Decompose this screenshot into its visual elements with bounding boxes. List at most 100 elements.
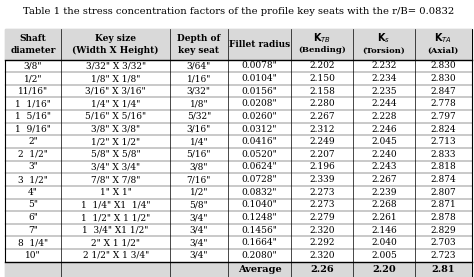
Text: 0.0520": 0.0520" (242, 150, 277, 159)
Text: 2.81: 2.81 (431, 265, 455, 274)
Text: 5/8" X 5/8": 5/8" X 5/8" (91, 150, 140, 159)
Bar (5, 29, 472, 277)
Text: Key size: Key size (95, 34, 136, 43)
Text: 1  5/16": 1 5/16" (15, 112, 51, 121)
Text: 2  1/2": 2 1/2" (18, 150, 48, 159)
Text: 2 1/2" X 1 3/4": 2 1/2" X 1 3/4" (82, 251, 149, 260)
Text: 0.1040": 0.1040" (242, 200, 277, 209)
Text: 2": 2" (28, 137, 38, 146)
Text: 3": 3" (28, 163, 38, 171)
Text: 2.320: 2.320 (309, 251, 335, 260)
Text: 2.005: 2.005 (371, 251, 397, 260)
Text: 4": 4" (28, 188, 38, 197)
Text: 1/4": 1/4" (190, 137, 208, 146)
Text: 2.273: 2.273 (309, 188, 335, 197)
Text: 2.713: 2.713 (430, 137, 456, 146)
Text: Fillet radius: Fillet radius (229, 40, 290, 49)
Text: 0.2080": 0.2080" (242, 251, 277, 260)
Text: 2.292: 2.292 (309, 238, 335, 247)
Text: 2.871: 2.871 (430, 200, 456, 209)
Text: 2.261: 2.261 (371, 213, 397, 222)
Text: 5": 5" (28, 200, 38, 209)
Text: 1/8": 1/8" (190, 99, 208, 108)
Text: 0.1248": 0.1248" (242, 213, 277, 222)
Text: 0.1456": 0.1456" (242, 226, 277, 235)
Text: 3/32" X 3/32": 3/32" X 3/32" (86, 61, 146, 70)
Text: 0.0078": 0.0078" (242, 61, 277, 70)
Text: 2.830: 2.830 (430, 74, 456, 83)
Text: 1/16": 1/16" (187, 74, 211, 83)
Text: 2.207: 2.207 (309, 150, 335, 159)
Text: 0.0104": 0.0104" (242, 74, 277, 83)
Text: 0.1664": 0.1664" (242, 238, 277, 247)
Text: 2.234: 2.234 (371, 74, 397, 83)
Text: 2.829: 2.829 (430, 226, 456, 235)
Text: 3/8": 3/8" (24, 61, 42, 70)
Text: 2.239: 2.239 (371, 188, 397, 197)
Text: 3/4": 3/4" (190, 213, 208, 222)
Text: 2.244: 2.244 (371, 99, 397, 108)
Text: 2.279: 2.279 (309, 213, 335, 222)
Text: 2.228: 2.228 (371, 112, 397, 121)
Bar (5, 262, 472, 277)
Text: 2.273: 2.273 (309, 200, 335, 209)
Text: 3/4": 3/4" (190, 238, 208, 247)
Text: 2.339: 2.339 (309, 175, 335, 184)
Text: 3/8" X 3/8": 3/8" X 3/8" (91, 125, 140, 134)
Text: 7": 7" (28, 226, 38, 235)
Text: (Width X Height): (Width X Height) (73, 46, 159, 55)
Text: $\mathbf{K}_{s}$: $\mathbf{K}_{s}$ (377, 31, 391, 45)
Text: 2.818: 2.818 (430, 163, 456, 171)
Text: 1/8" X 1/8": 1/8" X 1/8" (91, 74, 140, 83)
Text: 3/16": 3/16" (187, 125, 211, 134)
Text: $\mathbf{K}_{TA}$: $\mathbf{K}_{TA}$ (434, 31, 452, 45)
Text: 1" X 1": 1" X 1" (100, 188, 132, 197)
Text: 8  1/4": 8 1/4" (18, 238, 48, 247)
Text: (Torsion): (Torsion) (363, 47, 405, 54)
Text: 2.20: 2.20 (372, 265, 396, 274)
Text: 2.267: 2.267 (309, 112, 335, 121)
Text: 0.0728": 0.0728" (242, 175, 277, 184)
Text: 2.150: 2.150 (309, 74, 335, 83)
Text: 2.320: 2.320 (309, 226, 335, 235)
Text: 2.807: 2.807 (430, 188, 456, 197)
Text: 3/8": 3/8" (190, 163, 208, 171)
Text: Shaft: Shaft (20, 34, 46, 43)
Text: 2.778: 2.778 (430, 99, 456, 108)
Text: 3/16" X 3/16": 3/16" X 3/16" (85, 87, 146, 96)
Text: key seat: key seat (178, 46, 219, 55)
Text: 0.0208": 0.0208" (242, 99, 277, 108)
Text: 2.246: 2.246 (371, 125, 397, 134)
Text: 6": 6" (28, 213, 38, 222)
Text: 7/16": 7/16" (187, 175, 211, 184)
Text: 2.249: 2.249 (309, 137, 335, 146)
Text: 0.0832": 0.0832" (242, 188, 277, 197)
Text: 0.0416": 0.0416" (242, 137, 277, 146)
Text: 2.878: 2.878 (430, 213, 456, 222)
Text: 1/2": 1/2" (190, 188, 208, 197)
Text: 0.0624": 0.0624" (242, 163, 277, 171)
Text: 7/8" X 7/8": 7/8" X 7/8" (91, 175, 140, 184)
Text: 2.240: 2.240 (371, 150, 397, 159)
Text: 0.0156": 0.0156" (242, 87, 277, 96)
Text: 2.833: 2.833 (430, 150, 456, 159)
Text: 5/8": 5/8" (190, 200, 208, 209)
Text: 2.312: 2.312 (309, 125, 335, 134)
Text: 3/4" X 3/4": 3/4" X 3/4" (91, 163, 140, 171)
Text: Depth of: Depth of (177, 34, 220, 43)
Text: 2.040: 2.040 (371, 238, 397, 247)
Text: (Axial): (Axial) (428, 47, 459, 54)
Text: 11/16": 11/16" (18, 87, 48, 96)
Text: 2" X 1 1/2": 2" X 1 1/2" (91, 238, 140, 247)
Text: 3/32": 3/32" (187, 87, 211, 96)
Text: 3/4": 3/4" (190, 251, 208, 260)
Text: 3/4": 3/4" (190, 226, 208, 235)
Text: 0.0260": 0.0260" (242, 112, 277, 121)
Text: $\mathbf{K}_{TB}$: $\mathbf{K}_{TB}$ (313, 31, 331, 45)
Text: 3/64": 3/64" (187, 61, 211, 70)
Text: 2.235: 2.235 (371, 87, 397, 96)
Text: 2.243: 2.243 (371, 163, 397, 171)
Text: 1/4" X 1/4": 1/4" X 1/4" (91, 99, 140, 108)
Text: 2.847: 2.847 (430, 87, 456, 96)
Text: 0.0312": 0.0312" (242, 125, 277, 134)
